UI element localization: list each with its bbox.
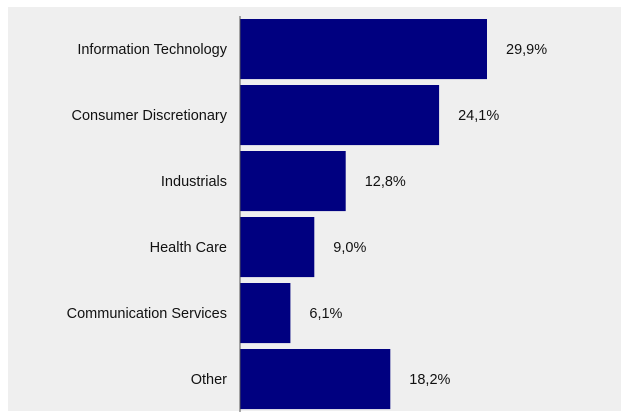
value-label-industrials: 12,8%	[365, 174, 406, 190]
category-label-information-technology: Information Technology	[77, 42, 227, 58]
category-label-other: Other	[191, 372, 227, 388]
bar-consumer-discretionary	[240, 85, 440, 146]
category-label-communication-services: Communication Services	[67, 306, 227, 322]
value-label-communication-services: 6,1%	[309, 306, 342, 322]
value-label-consumer-discretionary: 24,1%	[458, 108, 499, 124]
bar-information-technology	[240, 19, 487, 80]
bars-layer	[240, 19, 487, 410]
category-label-industrials: Industrials	[161, 174, 227, 190]
value-label-information-technology: 29,9%	[506, 42, 547, 58]
value-label-other: 18,2%	[409, 372, 450, 388]
category-label-health-care: Health Care	[150, 240, 227, 256]
category-label-consumer-discretionary: Consumer Discretionary	[71, 108, 227, 124]
bar-other	[240, 349, 391, 410]
value-label-health-care: 9,0%	[333, 240, 366, 256]
bar-communication-services	[240, 283, 291, 344]
bar-health-care	[240, 217, 315, 278]
bar-industrials	[240, 151, 346, 212]
labels-layer: Information Technology 29,9% Consumer Disc…	[67, 42, 548, 388]
